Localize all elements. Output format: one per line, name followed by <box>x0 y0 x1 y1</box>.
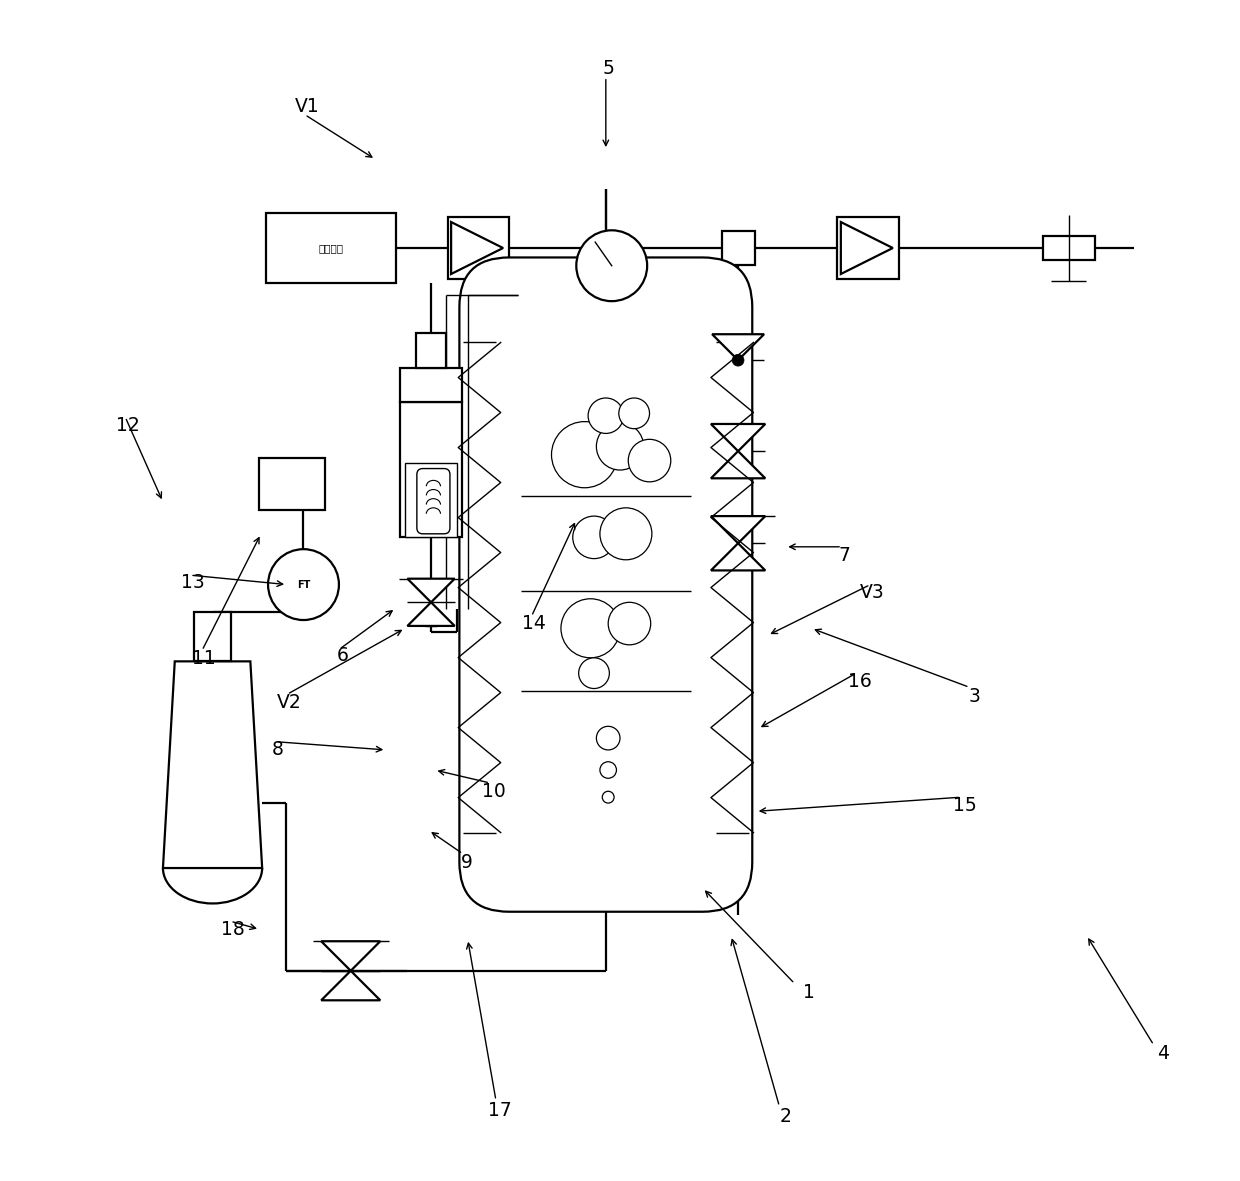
Polygon shape <box>321 971 381 1000</box>
Circle shape <box>619 398 650 429</box>
Circle shape <box>577 230 647 301</box>
Text: 18: 18 <box>221 920 244 939</box>
Circle shape <box>600 508 652 560</box>
Bar <box>1043 236 1095 260</box>
Polygon shape <box>712 334 764 360</box>
Polygon shape <box>408 579 455 602</box>
Bar <box>415 333 446 368</box>
Bar <box>722 231 755 265</box>
Text: 15: 15 <box>954 796 977 815</box>
Polygon shape <box>711 543 765 570</box>
Circle shape <box>629 439 671 482</box>
Circle shape <box>608 602 651 645</box>
Circle shape <box>268 549 339 620</box>
Text: 14: 14 <box>522 614 546 633</box>
Bar <box>265 213 396 283</box>
Text: 5: 5 <box>603 59 614 78</box>
Bar <box>401 402 461 537</box>
Text: 1: 1 <box>804 983 815 1001</box>
Circle shape <box>596 423 644 470</box>
Text: V1: V1 <box>295 97 320 116</box>
Text: V2: V2 <box>277 693 301 712</box>
Text: 12: 12 <box>115 416 139 435</box>
Circle shape <box>573 516 615 559</box>
Bar <box>259 458 325 510</box>
Bar <box>401 368 461 402</box>
Text: 13: 13 <box>181 573 205 592</box>
Circle shape <box>596 726 620 750</box>
Text: 8: 8 <box>272 740 284 759</box>
Circle shape <box>552 422 618 488</box>
FancyBboxPatch shape <box>459 257 753 912</box>
Text: 17: 17 <box>487 1101 511 1120</box>
Bar <box>837 217 899 279</box>
Bar <box>193 612 232 661</box>
Text: V3: V3 <box>861 583 885 602</box>
Bar <box>405 463 458 537</box>
Text: 9: 9 <box>460 853 472 872</box>
Text: 3: 3 <box>968 687 981 706</box>
Text: 6: 6 <box>336 646 348 665</box>
Circle shape <box>560 599 620 658</box>
Text: 4: 4 <box>1157 1044 1169 1063</box>
Bar <box>448 217 508 279</box>
Polygon shape <box>321 941 381 971</box>
Circle shape <box>603 791 614 803</box>
Circle shape <box>588 398 624 433</box>
Polygon shape <box>451 222 503 274</box>
Text: 2: 2 <box>780 1107 791 1125</box>
Text: 16: 16 <box>848 672 872 691</box>
Polygon shape <box>408 602 455 626</box>
FancyBboxPatch shape <box>417 469 450 534</box>
Text: 压缩空气: 压缩空气 <box>319 243 343 253</box>
Text: 11: 11 <box>192 650 216 668</box>
Text: 7: 7 <box>838 546 851 565</box>
Circle shape <box>732 354 744 366</box>
Polygon shape <box>841 222 893 274</box>
Circle shape <box>600 762 616 778</box>
Polygon shape <box>711 451 765 478</box>
Polygon shape <box>711 424 765 451</box>
Polygon shape <box>711 516 765 543</box>
Circle shape <box>579 658 609 689</box>
Polygon shape <box>162 661 262 868</box>
Text: 10: 10 <box>482 782 506 801</box>
Text: FT: FT <box>296 580 310 589</box>
